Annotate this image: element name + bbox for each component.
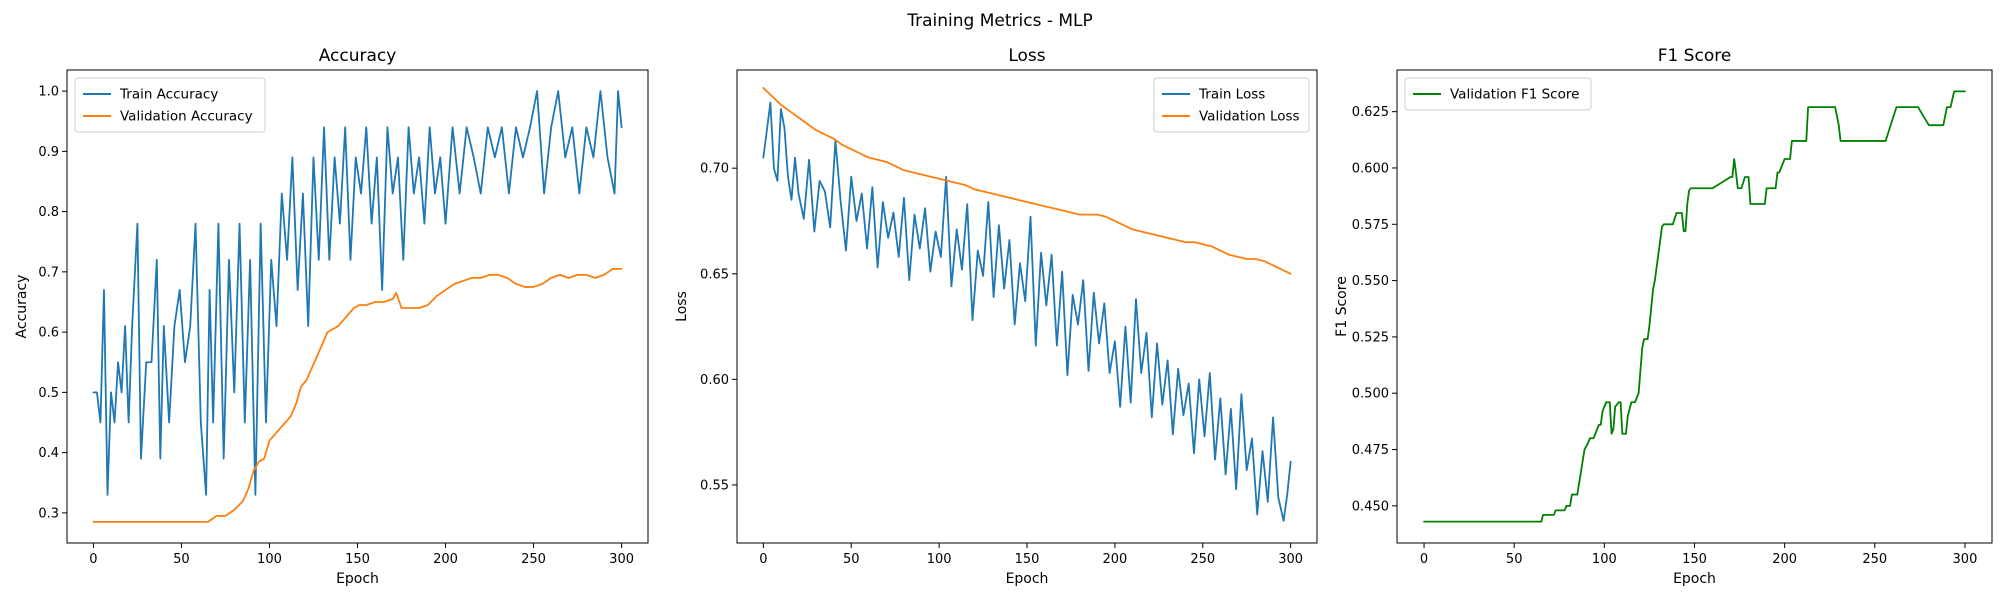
- f1-xtick-label: 150: [1682, 552, 1707, 567]
- accuracy-xtick-label: 100: [257, 552, 282, 567]
- accuracy-ylabel: Accuracy: [14, 275, 30, 339]
- loss-xtick-label: 100: [927, 552, 952, 567]
- figure-suptitle: Training Metrics - MLP: [906, 11, 1093, 31]
- f1-xtick-label: 50: [1506, 552, 1523, 567]
- loss-series-1-line: [762, 87, 1292, 275]
- accuracy-legend-label: Validation Accuracy: [120, 109, 253, 125]
- accuracy-series-0-line: [92, 90, 623, 496]
- loss-xlabel: Epoch: [1006, 571, 1049, 587]
- f1-series-0-line: [1423, 90, 1966, 523]
- f1-ytick-label: 0.500: [1352, 387, 1389, 402]
- f1-ytick-label: 0.550: [1352, 274, 1389, 289]
- accuracy-ytick-label: 0.8: [38, 205, 59, 220]
- f1-plot: 0 50 100 150 200 250 300 0.450 0.475 0.500 0.525 0.…: [1352, 69, 1993, 567]
- accuracy-ytick-label: 0.9: [38, 145, 59, 160]
- accuracy-xtick-label: 200: [433, 552, 458, 567]
- accuracy-xlabel: Epoch: [336, 571, 379, 587]
- loss-title: Loss: [1008, 46, 1045, 66]
- loss-ytick-label: 0.70: [700, 162, 729, 177]
- f1-ytick-label: 0.450: [1352, 499, 1389, 514]
- loss-legend-label: Train Loss: [1198, 87, 1265, 103]
- accuracy-xtick-label: 300: [609, 552, 634, 567]
- accuracy-series-1-line: [92, 267, 623, 523]
- panel-f1: F1 Score Epoch F1 Score: [1334, 46, 1731, 587]
- loss-xtick-label: 200: [1102, 552, 1127, 567]
- f1-ytick-label: 0.575: [1352, 218, 1389, 233]
- loss-legend-label: Validation Loss: [1199, 109, 1300, 125]
- accuracy-xtick-label: 50: [173, 552, 190, 567]
- f1-ytick-label: 0.525: [1352, 330, 1389, 345]
- accuracy-ytick-label: 1.0: [38, 85, 59, 100]
- f1-xtick-label: 300: [1953, 552, 1978, 567]
- accuracy-ytick-label: 0.7: [38, 265, 59, 280]
- f1-ylabel: F1 Score: [1334, 276, 1350, 337]
- accuracy-legend: Train Accuracy Validation Accuracy: [74, 77, 266, 133]
- loss-ylabel: Loss: [674, 291, 690, 322]
- loss-xtick-label: 0: [759, 552, 767, 567]
- accuracy-xtick-label: 150: [345, 552, 370, 567]
- accuracy-plot: 0 50 100 150 200 250 300 0.3 0.4 0.5 0.6 0.7 0.8 0.9 1…: [38, 69, 649, 567]
- f1-ytick-label: 0.475: [1352, 443, 1389, 458]
- accuracy-xtick-label: 250: [521, 552, 546, 567]
- f1-legend-box: [1404, 77, 1592, 111]
- accuracy-ytick-label: 0.3: [38, 506, 59, 521]
- f1-title: F1 Score: [1658, 46, 1732, 66]
- accuracy-title: Accuracy: [319, 46, 397, 66]
- accuracy-ytick-label: 0.6: [38, 326, 59, 341]
- loss-legend: Train Loss Validation Loss: [1153, 77, 1310, 133]
- accuracy-legend-box: [74, 77, 266, 133]
- f1-xtick-label: 250: [1862, 552, 1887, 567]
- f1-axes-frame: [1396, 69, 1993, 544]
- loss-xtick-label: 50: [843, 552, 860, 567]
- f1-xtick-label: 100: [1592, 552, 1617, 567]
- panel-accuracy: Accuracy Epoch Accuracy: [14, 46, 396, 587]
- loss-plot: 0 50 100 150 200 250 300 0.55 0.60 0.65 0.70 Train …: [700, 69, 1318, 567]
- loss-xtick-label: 150: [1015, 552, 1040, 567]
- f1-legend-label: Validation F1 Score: [1450, 87, 1579, 103]
- f1-ytick-label: 0.625: [1352, 105, 1389, 120]
- f1-xtick-label: 0: [1420, 552, 1428, 567]
- f1-xtick-label: 200: [1772, 552, 1797, 567]
- accuracy-ytick-label: 0.5: [38, 386, 59, 401]
- loss-xtick-label: 300: [1278, 552, 1303, 567]
- loss-axes-frame: [736, 69, 1318, 544]
- f1-legend: Validation F1 Score: [1404, 77, 1592, 111]
- panel-loss: Loss Epoch Loss: [674, 46, 1048, 587]
- loss-ytick-label: 0.65: [700, 267, 729, 282]
- loss-ytick-label: 0.60: [700, 373, 729, 388]
- loss-legend-box: [1153, 77, 1310, 133]
- accuracy-xtick-label: 0: [89, 552, 97, 567]
- f1-xlabel: Epoch: [1673, 571, 1716, 587]
- loss-ytick-label: 0.55: [700, 478, 729, 493]
- accuracy-ytick-label: 0.4: [38, 446, 59, 461]
- accuracy-legend-label: Train Accuracy: [119, 87, 218, 103]
- loss-xtick-label: 250: [1190, 552, 1215, 567]
- f1-ytick-label: 0.600: [1352, 161, 1389, 176]
- loss-series-0-line: [762, 101, 1292, 522]
